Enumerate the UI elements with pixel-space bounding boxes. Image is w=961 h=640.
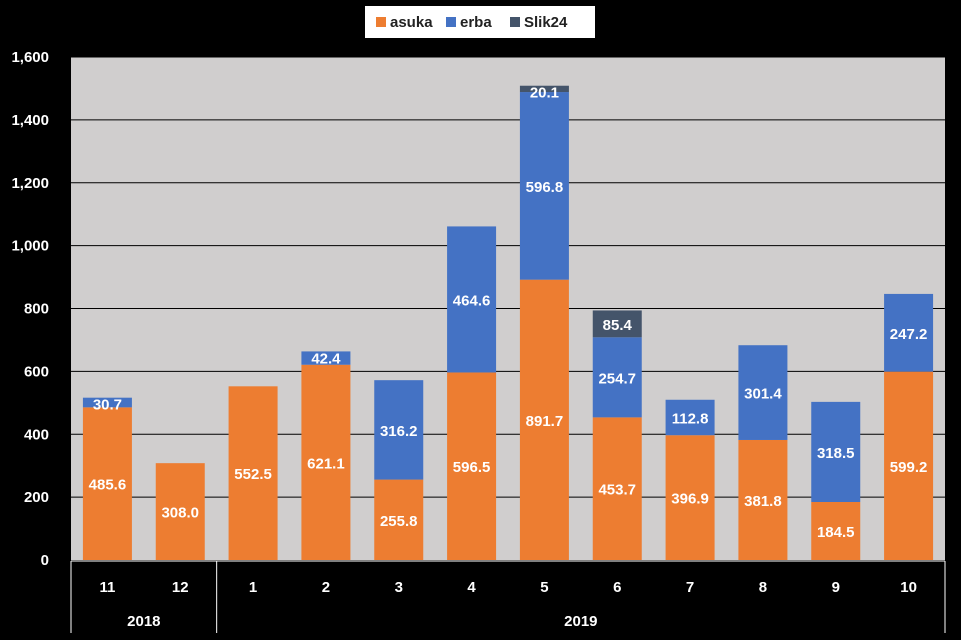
bar-segment-asuka (155, 463, 205, 560)
bar-segment-asuka (592, 417, 642, 560)
data-label-asuka: 599.2 (890, 459, 928, 476)
legend-label-asuka: asuka (390, 14, 433, 31)
data-label-erba: 316.2 (380, 423, 418, 440)
bar-segment-erba (374, 380, 424, 480)
x-tick-label: 11 (99, 579, 115, 596)
data-label-erba: 112.8 (672, 410, 709, 427)
y-axis: 0 200 400 600 800 1,000 1,200 1,400 1,600 (11, 49, 49, 569)
data-label-Slik24: 20.1 (530, 85, 559, 102)
data-label-asuka: 381.8 (744, 493, 782, 510)
y-tick-label: 1,200 (11, 175, 49, 192)
data-label-asuka: 485.6 (89, 477, 127, 494)
bar-segment-asuka (301, 364, 351, 560)
data-label-asuka: 596.5 (453, 459, 491, 476)
legend: asuka erba Slik24 (365, 6, 595, 38)
data-label-asuka: 621.1 (307, 455, 345, 472)
y-tick-label: 1,600 (11, 49, 49, 66)
gridlines (71, 56, 945, 498)
data-label-erba: 301.4 (744, 386, 782, 403)
legend-swatch-asuka (376, 17, 386, 27)
y-tick-label: 600 (24, 363, 49, 380)
bar-segment-Slik24 (592, 310, 642, 338)
x-tick-label: 7 (686, 579, 694, 596)
data-label-asuka: 453.7 (598, 482, 636, 499)
data-label-erba: 42.4 (311, 350, 341, 367)
bar-segment-asuka (82, 407, 132, 560)
x-tick-label: 8 (759, 579, 767, 596)
y-tick-label: 400 (24, 426, 49, 443)
x-tick-label: 6 (613, 579, 621, 596)
bar-segment-erba (82, 397, 132, 408)
legend-box (365, 6, 595, 38)
y-tick-label: 1,400 (11, 112, 49, 129)
x-tick-label: 4 (467, 579, 476, 596)
data-label-asuka: 891.7 (526, 413, 564, 430)
bar-segment-erba (519, 92, 569, 280)
y-tick-label: 0 (41, 552, 49, 569)
bar-segment-erba (447, 226, 497, 373)
bar-segment-erba (301, 351, 351, 365)
data-label-asuka: 308.0 (161, 505, 199, 522)
data-label-asuka: 184.5 (817, 524, 855, 541)
y-tick-label: 1,000 (11, 238, 49, 255)
legend-label-erba: erba (460, 14, 492, 31)
data-label-erba: 318.5 (817, 445, 855, 462)
data-labels: 485.6 30.7 308.0 552.5 621.1 42.4 255.8 316.2 59… (89, 85, 928, 541)
data-label-Slik24: 85.4 (603, 317, 633, 334)
data-label-erba: 464.6 (453, 292, 491, 309)
bar-segment-asuka (665, 435, 715, 560)
year-group-label: 2019 (564, 613, 597, 630)
data-label-asuka: 552.5 (234, 466, 272, 483)
data-label-erba: 30.7 (93, 397, 122, 414)
data-label-asuka: 255.8 (380, 513, 418, 530)
x-tick-label: 9 (832, 579, 840, 596)
x-tick-label: 1 (249, 579, 257, 596)
bar-segment-asuka (447, 372, 497, 560)
bar-segment-asuka (374, 479, 424, 560)
y-tick-label: 200 (24, 489, 49, 506)
x-tick-label: 2 (322, 579, 330, 596)
bar-segment-asuka (519, 279, 569, 560)
bar-segment-asuka (811, 501, 861, 560)
bar-segment-erba (738, 345, 788, 440)
data-label-erba: 247.2 (890, 326, 928, 343)
y-tick-label: 800 (24, 301, 49, 318)
bar-segment-asuka (884, 371, 934, 560)
bar-segment-erba (884, 293, 934, 372)
data-label-erba: 254.7 (598, 370, 636, 387)
data-label-erba: 596.8 (526, 179, 564, 196)
legend-swatch-erba (446, 17, 456, 27)
legend-label-Slik24: Slik24 (524, 14, 568, 31)
x-tick-label: 5 (540, 579, 548, 596)
bar-segment-asuka (738, 439, 788, 560)
x-tick-label: 10 (900, 579, 917, 596)
bar-segment-asuka (228, 386, 278, 560)
bar-segment-erba (665, 399, 715, 436)
x-tick-label: 3 (395, 579, 403, 596)
bars (82, 85, 934, 560)
legend-swatch-Slik24 (510, 17, 520, 27)
data-label-asuka: 396.9 (671, 491, 709, 508)
bar-segment-erba (811, 401, 861, 502)
bar-segment-erba (592, 337, 642, 418)
year-group-label: 2018 (127, 613, 160, 630)
x-tick-label: 12 (172, 579, 189, 596)
bar-segment-Slik24 (519, 85, 569, 93)
